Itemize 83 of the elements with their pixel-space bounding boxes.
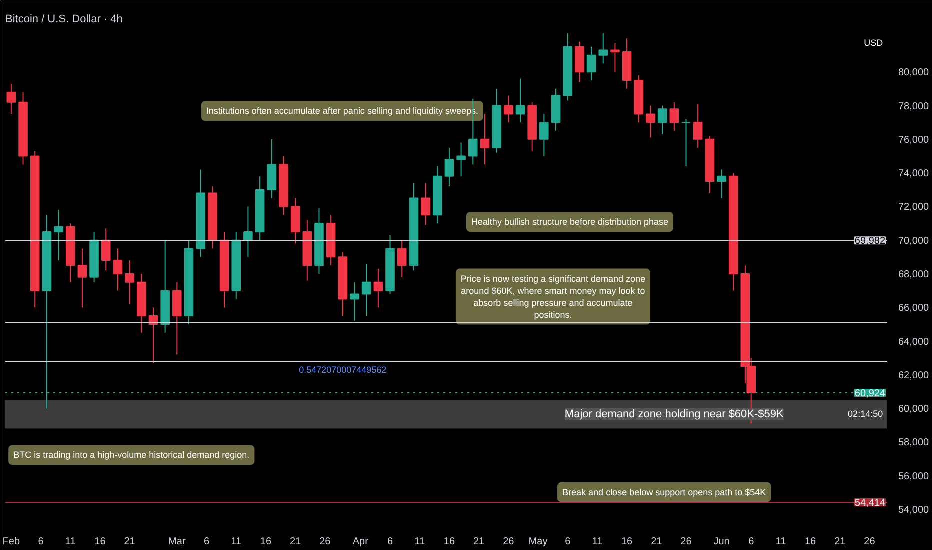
candlestick	[682, 118, 691, 167]
y-tick-label: 64,000	[898, 336, 930, 348]
candlestick	[658, 105, 668, 135]
x-tick-label: 11	[414, 536, 426, 548]
annotation: USD	[864, 38, 884, 48]
y-tick-label: 74,000	[898, 168, 930, 180]
x-tick-label: 26	[320, 536, 332, 548]
x-tick-label: Feb	[2, 536, 20, 548]
x-tick-label: 21	[651, 536, 663, 548]
annotation: BTC is trading into a high-volume historical demand region.	[14, 450, 250, 460]
candlestick	[480, 114, 490, 166]
x-tick-label: 11	[592, 536, 604, 548]
candlestick	[456, 142, 466, 177]
candlestick	[540, 114, 549, 157]
candlestick	[421, 182, 430, 226]
annotation: 02:14:50	[848, 409, 884, 420]
x-tick-label: Apr	[352, 536, 370, 548]
x-tick-label: 6	[748, 536, 755, 548]
annotation: Price is now testing a significant demand zone around $60K, where smart money may look to absorb selling pressure and accumulate positions.	[460, 274, 646, 320]
candlestick	[598, 32, 608, 64]
x-tick-label: 16	[621, 536, 634, 548]
x-tick-label: 26	[864, 536, 876, 548]
y-tick-label: 72,000	[898, 202, 930, 214]
ref-line-label: 60,924	[854, 388, 886, 400]
x-tick-label: 26	[680, 536, 692, 548]
x-tick-label: 21	[473, 536, 486, 548]
candlestick	[244, 206, 253, 258]
ref-line-label: 54,414	[854, 498, 886, 510]
x-tick-label: 6	[38, 536, 44, 548]
chart-title: Bitcoin / U.S. Dollar · 4h	[6, 14, 123, 26]
candlestick	[350, 282, 360, 322]
candlestick	[586, 46, 596, 82]
x-tick-label: 16	[444, 536, 456, 548]
candlestick	[444, 147, 454, 188]
x-tick-label: 11	[65, 536, 76, 548]
y-tick-label: 78,000	[898, 101, 930, 112]
x-tick-label: 6	[387, 536, 394, 548]
y-tick-label: 56,000	[898, 471, 930, 482]
x-tick-label: 21	[124, 536, 136, 548]
y-tick-label: 70,000	[898, 236, 930, 247]
candlestick	[504, 95, 514, 124]
candlestick	[397, 240, 407, 278]
x-tick-label: Jun	[714, 536, 730, 548]
y-tick-label: 62,000	[898, 370, 930, 382]
x-tick-label: 11	[776, 536, 787, 548]
candlestick	[693, 104, 703, 148]
y-tick-label: 68,000	[898, 270, 930, 281]
x-tick-label: 16	[260, 536, 272, 548]
candlestick	[516, 78, 526, 124]
annotation: 0.5472070007449562	[299, 364, 387, 375]
x-tick-label: 21	[834, 536, 846, 548]
candlestick	[670, 102, 680, 132]
x-tick-label: 21	[290, 536, 302, 548]
y-tick-label: 76,000	[898, 134, 930, 146]
candlestick	[78, 248, 88, 308]
y-tick-label: 54,000	[898, 505, 930, 516]
candlestick	[610, 43, 620, 73]
y-tick-label: 60,000	[898, 404, 930, 416]
x-tick-label: May	[528, 536, 548, 548]
candlestick	[6, 83, 16, 115]
candlestick	[113, 248, 123, 292]
candlestick	[374, 268, 384, 308]
annotation: Break and close below support opens path to $54K	[562, 487, 766, 498]
candlestick	[101, 228, 111, 272]
x-tick-label: 16	[804, 536, 817, 548]
y-tick-label: 80,000	[898, 68, 930, 79]
x-tick-label: 11	[231, 536, 242, 548]
x-tick-label: Mar	[168, 536, 186, 548]
x-tick-label: 6	[565, 536, 572, 548]
x-tick-label: 16	[94, 536, 106, 548]
annotation: Institutions often accumulate after panic selling and liquidity sweeps.	[206, 106, 479, 116]
candlestick	[54, 210, 64, 262]
band-label: Major demand zone holding near $60K-$59K	[564, 408, 785, 420]
y-tick-label: 58,000	[898, 438, 930, 449]
candlestick	[717, 169, 726, 199]
candlestick	[125, 260, 134, 305]
x-tick-label: 26	[503, 536, 515, 548]
x-tick-label: 6	[204, 536, 210, 548]
candlestick	[362, 263, 372, 317]
ref-line-label: 69,982	[854, 236, 886, 248]
annotation: Healthy bullish structure before distribution phase	[471, 217, 669, 228]
y-tick-label: 66,000	[898, 303, 930, 314]
candlestick	[646, 105, 656, 138]
